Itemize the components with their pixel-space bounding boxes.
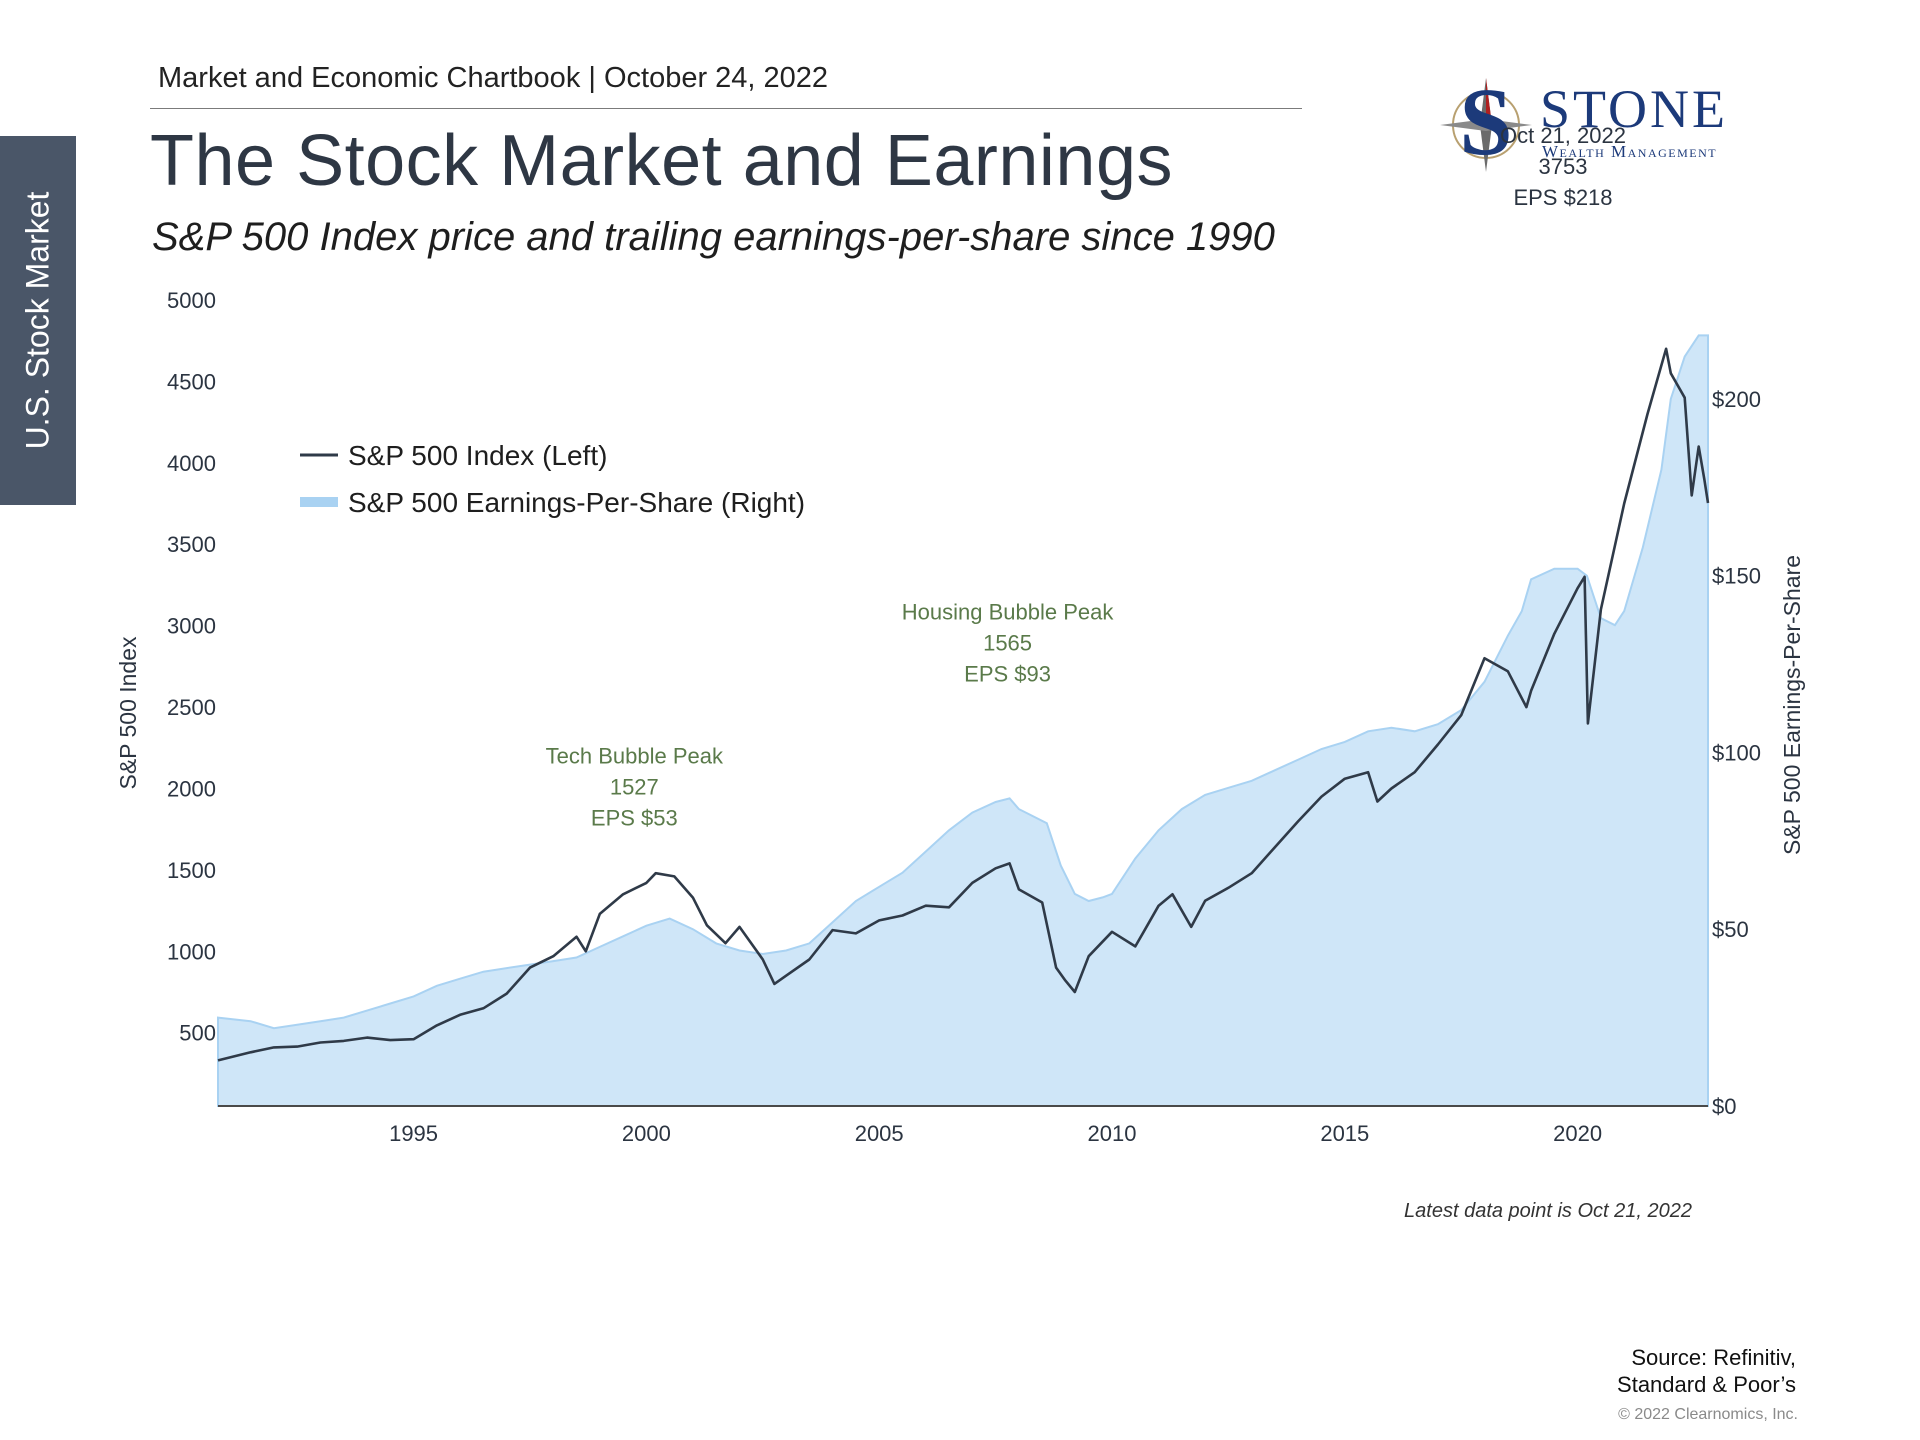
annotation-text: 1527 xyxy=(610,775,659,800)
y-left-tick-label: 4000 xyxy=(167,451,216,476)
y-left-axis-title: S&P 500 Index xyxy=(115,636,141,790)
header-divider xyxy=(150,108,1302,109)
company-logo: S STONE Wealth Management xyxy=(1436,70,1756,180)
x-tick-label: 1995 xyxy=(389,1121,438,1146)
page-title: The Stock Market and Earnings xyxy=(150,121,1173,201)
source-line-2: Standard & Poor’s xyxy=(1617,1372,1796,1397)
y-right-tick-label: $0 xyxy=(1712,1094,1736,1119)
source-line-1: Source: Refinitiv, xyxy=(1631,1345,1796,1370)
y-left-tick-label: 1500 xyxy=(167,858,216,883)
y-right-tick-label: $100 xyxy=(1712,740,1761,765)
legend-area-swatch xyxy=(300,497,338,507)
y-right-tick-label: $200 xyxy=(1712,387,1761,412)
annotation-text: EPS $218 xyxy=(1513,185,1612,210)
annotation-text: 3753 xyxy=(1539,154,1588,179)
page-subtitle: S&P 500 Index price and trailing earning… xyxy=(152,215,1275,259)
source-credit: Source: Refinitiv, Standard & Poor’s xyxy=(1500,1344,1796,1398)
y-left-tick-label: 500 xyxy=(179,1021,216,1046)
annotation-text: EPS $93 xyxy=(964,661,1051,686)
latest-data-note: Latest data point is Oct 21, 2022 xyxy=(1404,1200,1692,1222)
y-left-tick-label: 2000 xyxy=(167,776,216,801)
y-right-axis-title: S&P 500 Earnings-Per-Share xyxy=(1779,555,1805,855)
y-left-tick-label: 3000 xyxy=(167,614,216,639)
y-right-tick-label: $50 xyxy=(1712,917,1749,942)
annotation-text: Oct 21, 2022 xyxy=(1500,123,1626,148)
logo-letter: S xyxy=(1459,70,1512,175)
annotation-text: 1565 xyxy=(983,630,1032,655)
x-tick-label: 2000 xyxy=(622,1121,671,1146)
annotation-text: Housing Bubble Peak xyxy=(902,599,1115,624)
x-tick-label: 2005 xyxy=(855,1121,904,1146)
compass-logo-icon: S xyxy=(1440,70,1532,175)
y-left-tick-label: 3500 xyxy=(167,532,216,557)
sp500-index-line xyxy=(217,347,1710,1062)
copyright: © 2022 Clearnomics, Inc. xyxy=(1618,1406,1798,1423)
logo-name: STONE xyxy=(1540,79,1729,139)
section-side-tab: U.S. Stock Market xyxy=(0,136,76,505)
x-tick-label: 2015 xyxy=(1320,1121,1369,1146)
y-left-tick-label: 1000 xyxy=(167,939,216,964)
legend-item-index: S&P 500 Index (Left) xyxy=(348,440,607,471)
annotation-text: Tech Bubble Peak xyxy=(546,744,724,769)
x-tick-label: 2010 xyxy=(1088,1121,1137,1146)
annotation-text: EPS $53 xyxy=(591,806,678,831)
y-right-tick-label: $150 xyxy=(1712,564,1761,589)
logo-tagline: Wealth Management xyxy=(1542,142,1718,161)
eps-area-series xyxy=(217,334,1709,1107)
chartbook-line: Market and Economic Chartbook | October … xyxy=(158,62,829,94)
y-left-tick-label: 2500 xyxy=(167,695,216,720)
y-left-tick-label: 4500 xyxy=(167,369,216,394)
legend-item-eps: S&P 500 Earnings-Per-Share (Right) xyxy=(348,487,805,518)
x-tick-label: 2020 xyxy=(1553,1121,1602,1146)
y-left-tick-label: 5000 xyxy=(167,288,216,313)
